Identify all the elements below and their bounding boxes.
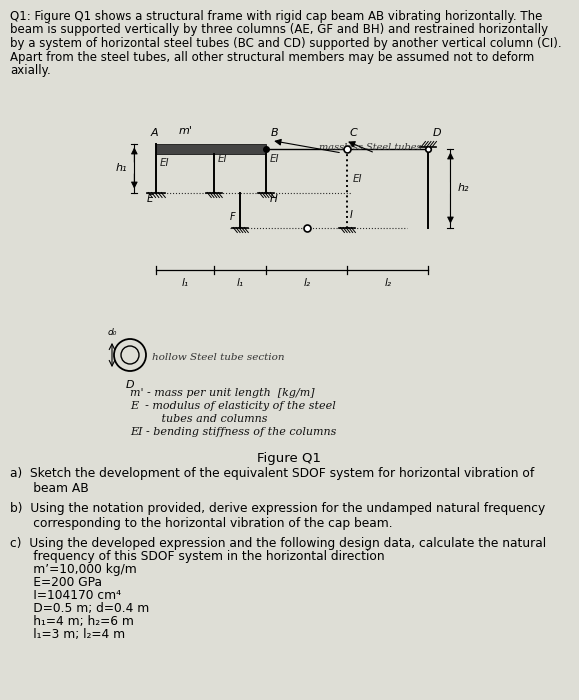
Text: d₀: d₀ [107,328,117,337]
Text: m': m' [178,127,192,136]
Text: A: A [151,129,158,139]
Text: by a system of horizontal steel tubes (BC and CD) supported by another vertical : by a system of horizontal steel tubes (B… [10,37,562,50]
Text: Apart from the steel tubes, all other structural members may be assumed not to d: Apart from the steel tubes, all other st… [10,50,534,64]
Text: I: I [349,209,352,220]
Text: hollow Steel tube section: hollow Steel tube section [152,354,284,363]
Text: frequency of this SDOF system in the horizontal direction: frequency of this SDOF system in the hor… [10,550,384,563]
Text: E  - modulus of elasticity of the steel: E - modulus of elasticity of the steel [130,401,336,411]
Text: F: F [230,213,235,223]
Text: EI: EI [159,158,169,167]
Text: h₁: h₁ [116,163,127,173]
Text: E: E [147,195,153,204]
Text: l₁=3 m; l₂=4 m: l₁=3 m; l₂=4 m [10,628,125,641]
Text: B: B [270,129,278,139]
Text: D: D [126,380,134,390]
Text: m' - mass per unit length  [kg/m]: m' - mass per unit length [kg/m] [130,388,314,398]
Text: l₁: l₁ [182,277,189,288]
Text: EI: EI [217,153,227,164]
Text: EI - bending stiffness of the columns: EI - bending stiffness of the columns [130,427,336,437]
Text: axially.: axially. [10,64,51,77]
Text: EI: EI [353,174,362,183]
Text: Q1: Figure Q1 shows a structural frame with rigid cap beam AB vibrating horizont: Q1: Figure Q1 shows a structural frame w… [10,10,543,23]
Text: c)  Using the developed expression and the following design data, calculate the : c) Using the developed expression and th… [10,537,546,550]
Text: H: H [269,195,277,204]
Text: C: C [349,129,357,139]
Text: Figure Q1: Figure Q1 [257,452,321,465]
Text: massless Steel tubes: massless Steel tubes [319,143,422,152]
Text: h₁=4 m; h₂=6 m: h₁=4 m; h₂=6 m [10,615,134,628]
Text: a)  Sketch the development of the equivalent SDOF system for horizontal vibratio: a) Sketch the development of the equival… [10,467,534,495]
Text: E=200 GPa: E=200 GPa [10,576,102,589]
Text: D: D [433,129,441,139]
Text: EI: EI [269,153,279,164]
Text: D=0.5 m; d=0.4 m: D=0.5 m; d=0.4 m [10,602,149,615]
Text: l₁: l₁ [237,277,244,288]
Text: b)  Using the notation provided, derive expression for the undamped natural freq: b) Using the notation provided, derive e… [10,502,545,530]
Text: l₂: l₂ [384,277,391,288]
Text: I=104170 cm⁴: I=104170 cm⁴ [10,589,121,602]
Text: l₂: l₂ [303,277,310,288]
Text: m’=10,000 kg/m: m’=10,000 kg/m [10,563,137,576]
Text: tubes and columns: tubes and columns [130,414,267,424]
Text: beam is supported vertically by three columns (AE, GF and BH) and restrained hor: beam is supported vertically by three co… [10,24,548,36]
Text: h₂: h₂ [457,183,469,193]
Bar [156,144,266,153]
